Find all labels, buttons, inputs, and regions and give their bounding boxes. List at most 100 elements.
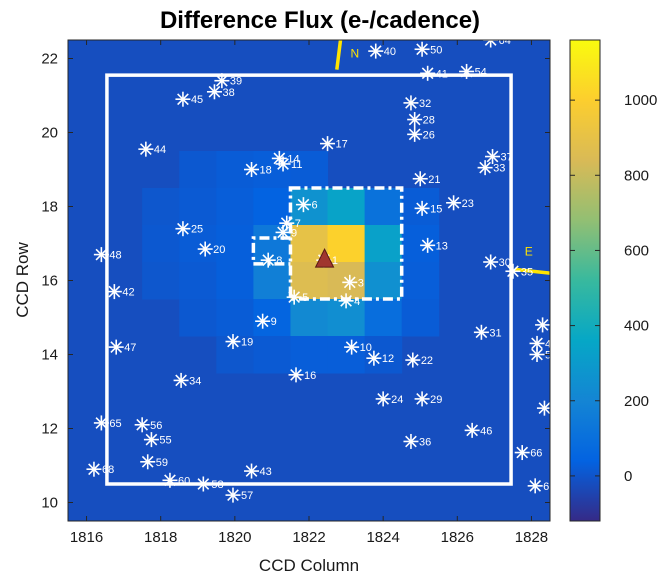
- star-label: 16: [304, 370, 316, 382]
- star-label: 37: [501, 152, 513, 164]
- colorbar: 0 200 400 600 800 1000: [569, 39, 657, 522]
- star-marker-stroke: [377, 393, 390, 405]
- colorbar-tick-label: 0: [624, 468, 632, 485]
- flux-pixel: [364, 225, 403, 263]
- star-label: 31: [489, 327, 501, 339]
- star-marker: 24: [375, 391, 403, 407]
- star-marker-stroke: [145, 433, 158, 446]
- star-marker-stroke: [227, 489, 239, 501]
- flux-pixel: [253, 188, 291, 226]
- star-label: 59: [156, 457, 168, 469]
- star-marker-stroke: [416, 202, 428, 215]
- star-marker: 57: [225, 487, 253, 503]
- flux-pixel: [290, 299, 329, 337]
- flux-pixel: [216, 225, 254, 263]
- star-marker: 17: [320, 136, 348, 152]
- star-marker-stroke: [416, 43, 428, 56]
- star-marker-stroke: [136, 418, 149, 431]
- x-tick-label: 1826: [441, 529, 474, 546]
- star-label: 32: [419, 98, 431, 110]
- star-marker-stroke: [273, 152, 286, 165]
- star-marker-stroke: [368, 352, 380, 365]
- star-marker-stroke: [199, 243, 212, 255]
- star-marker: 48: [93, 247, 122, 263]
- star-label: 41: [436, 68, 448, 80]
- star-marker-stroke: [529, 479, 542, 492]
- star-marker-stroke: [408, 113, 421, 126]
- star-marker: 34: [173, 372, 201, 388]
- star-marker-stroke: [538, 402, 550, 415]
- colorbar-tick-label: 800: [624, 167, 649, 184]
- star-label: 13: [436, 240, 448, 252]
- star-label: 33: [493, 163, 505, 175]
- star-label: 48: [109, 250, 121, 262]
- star-label: 68: [102, 464, 114, 476]
- star-marker-stroke: [536, 319, 549, 331]
- compass-east-label: E: [525, 244, 533, 258]
- star-marker-stroke: [277, 158, 289, 170]
- compass-north-arrow: [335, 40, 343, 70]
- star-marker: 66: [514, 445, 542, 461]
- x-tick-label: 1822: [292, 529, 325, 546]
- star-marker-stroke: [340, 294, 352, 307]
- star-marker: 20: [197, 241, 225, 257]
- star-label: 26: [423, 129, 435, 141]
- star-marker: 10: [344, 339, 372, 355]
- star-label: 20: [213, 244, 225, 256]
- colorbar-tick-label: 600: [624, 242, 649, 259]
- star-label: 67: [543, 481, 555, 493]
- star-marker-stroke: [414, 172, 427, 185]
- star-marker-stroke: [345, 341, 358, 353]
- flux-pixel: [216, 299, 254, 337]
- star-label: 43: [260, 466, 272, 478]
- star-marker-stroke: [321, 137, 334, 150]
- star-label: 17: [336, 139, 348, 151]
- star-marker-stroke: [245, 465, 258, 477]
- star-marker: 14: [271, 150, 300, 166]
- star-marker: 22: [405, 352, 433, 368]
- star-marker: 43: [244, 463, 272, 479]
- star-marker-stroke: [197, 478, 210, 490]
- star-label: 19: [241, 337, 253, 349]
- star-marker: 35: [505, 263, 533, 279]
- flux-pixel: [364, 188, 403, 226]
- flux-pixel: [401, 299, 440, 337]
- star-marker-stroke: [421, 239, 434, 252]
- star-marker-stroke: [416, 393, 428, 405]
- flux-pixel: [364, 262, 403, 300]
- star-marker-stroke: [227, 335, 239, 348]
- target-triangle-marker: [314, 248, 335, 268]
- star-marker-stroke: [466, 424, 479, 437]
- star-label: 45: [191, 94, 203, 106]
- star-marker-stroke: [290, 368, 302, 381]
- star-marker-stroke: [139, 143, 152, 156]
- star-label: 7: [295, 218, 301, 230]
- star-marker: 42: [106, 284, 135, 300]
- star-marker: [535, 317, 550, 333]
- y-tick-label: 18: [41, 199, 58, 216]
- star-label: 38: [222, 87, 234, 99]
- star-marker-stroke: [507, 265, 519, 278]
- star-label: 56: [150, 420, 162, 432]
- star-marker-stroke: [531, 337, 543, 350]
- star-label: 4: [354, 296, 360, 308]
- star-marker-stroke: [297, 198, 310, 211]
- star-label: 34: [189, 375, 201, 387]
- star-marker-stroke: [369, 45, 382, 57]
- flux-pixel: [179, 151, 217, 189]
- y-tick-label: 20: [41, 125, 58, 142]
- star-marker-stroke: [405, 435, 417, 448]
- star-marker: 67: [527, 478, 555, 494]
- star-marker: 26: [407, 126, 435, 142]
- star-label: 8: [276, 255, 282, 267]
- star-marker: 40: [368, 43, 396, 59]
- x-axis-ticks: 1816 1818 1820 1822 1824 1826 1828: [70, 40, 548, 546]
- star-label: 18: [260, 165, 272, 177]
- star-marker: 53: [529, 347, 550, 362]
- star-marker: 21: [412, 171, 440, 187]
- star-marker: 5: [286, 289, 308, 305]
- flux-pixel: [216, 262, 254, 300]
- star-marker-stroke: [277, 226, 289, 239]
- star-marker-stroke: [108, 285, 121, 298]
- star-label: 11: [291, 159, 302, 171]
